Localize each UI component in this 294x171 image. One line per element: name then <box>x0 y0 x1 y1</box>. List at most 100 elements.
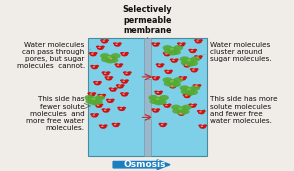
Circle shape <box>109 76 113 78</box>
Circle shape <box>110 88 116 92</box>
Circle shape <box>117 107 121 109</box>
Circle shape <box>102 40 105 42</box>
Circle shape <box>179 43 182 45</box>
Circle shape <box>193 84 197 87</box>
Circle shape <box>161 63 164 65</box>
Circle shape <box>159 95 169 100</box>
Circle shape <box>191 105 193 106</box>
Circle shape <box>90 97 99 102</box>
Circle shape <box>189 49 196 53</box>
Circle shape <box>151 108 156 111</box>
Circle shape <box>185 87 195 93</box>
Circle shape <box>185 64 188 66</box>
Circle shape <box>180 85 189 91</box>
Circle shape <box>151 42 156 45</box>
Circle shape <box>121 93 128 97</box>
Circle shape <box>91 114 98 117</box>
Circle shape <box>121 84 125 87</box>
Circle shape <box>165 53 168 55</box>
Circle shape <box>124 72 131 76</box>
Circle shape <box>93 99 103 105</box>
Circle shape <box>101 57 111 62</box>
Circle shape <box>103 109 109 113</box>
Circle shape <box>192 69 195 71</box>
Circle shape <box>203 124 207 127</box>
Circle shape <box>119 108 122 109</box>
Circle shape <box>120 92 124 95</box>
Circle shape <box>96 104 102 108</box>
Circle shape <box>149 99 159 104</box>
Circle shape <box>109 57 118 63</box>
Circle shape <box>123 71 127 74</box>
Circle shape <box>151 76 156 78</box>
Circle shape <box>125 79 129 82</box>
Circle shape <box>116 84 120 87</box>
Circle shape <box>170 48 174 50</box>
Circle shape <box>109 87 113 90</box>
FancyArrow shape <box>113 160 170 169</box>
Circle shape <box>198 124 202 127</box>
Circle shape <box>164 52 171 56</box>
Circle shape <box>156 42 160 45</box>
Circle shape <box>119 63 123 65</box>
Circle shape <box>115 64 122 68</box>
Circle shape <box>168 84 173 87</box>
Circle shape <box>95 113 99 115</box>
Circle shape <box>199 125 206 129</box>
Circle shape <box>195 85 198 87</box>
Circle shape <box>155 91 162 95</box>
Circle shape <box>100 39 104 41</box>
Circle shape <box>102 94 106 96</box>
Circle shape <box>114 43 121 47</box>
Circle shape <box>168 52 172 54</box>
Circle shape <box>171 82 181 87</box>
Circle shape <box>197 84 201 87</box>
Bar <box>144 119 151 156</box>
Circle shape <box>107 56 111 58</box>
Circle shape <box>188 49 192 51</box>
Circle shape <box>91 65 98 69</box>
Circle shape <box>93 52 98 54</box>
Circle shape <box>97 46 104 50</box>
Circle shape <box>93 66 95 68</box>
Circle shape <box>188 103 192 106</box>
Circle shape <box>103 72 109 76</box>
Circle shape <box>107 99 114 103</box>
Circle shape <box>163 45 172 51</box>
Circle shape <box>154 77 156 79</box>
Circle shape <box>101 126 103 127</box>
Circle shape <box>183 94 187 96</box>
Circle shape <box>163 77 172 83</box>
Circle shape <box>164 81 173 86</box>
Circle shape <box>89 52 93 54</box>
Circle shape <box>183 63 187 65</box>
Circle shape <box>179 113 182 114</box>
Circle shape <box>100 125 106 129</box>
Circle shape <box>114 124 116 125</box>
Circle shape <box>87 92 91 95</box>
Circle shape <box>169 70 173 72</box>
Circle shape <box>106 58 115 63</box>
Circle shape <box>178 107 183 110</box>
Circle shape <box>122 107 126 109</box>
Text: This side has
fewer solute
molecules  and
more free water
molecules.: This side has fewer solute molecules and… <box>26 96 85 131</box>
Circle shape <box>183 76 187 78</box>
Circle shape <box>165 70 172 74</box>
Circle shape <box>112 57 116 59</box>
Circle shape <box>92 92 96 95</box>
Circle shape <box>152 77 159 81</box>
Circle shape <box>125 92 129 95</box>
Circle shape <box>173 77 183 83</box>
Circle shape <box>116 123 121 125</box>
Circle shape <box>154 109 156 111</box>
Circle shape <box>185 95 188 96</box>
Circle shape <box>194 55 198 57</box>
Bar <box>88 38 207 156</box>
Circle shape <box>107 77 109 79</box>
Circle shape <box>178 112 185 116</box>
Circle shape <box>94 103 98 106</box>
Circle shape <box>181 60 191 65</box>
Circle shape <box>93 81 97 83</box>
Circle shape <box>122 93 125 95</box>
Circle shape <box>195 40 202 44</box>
